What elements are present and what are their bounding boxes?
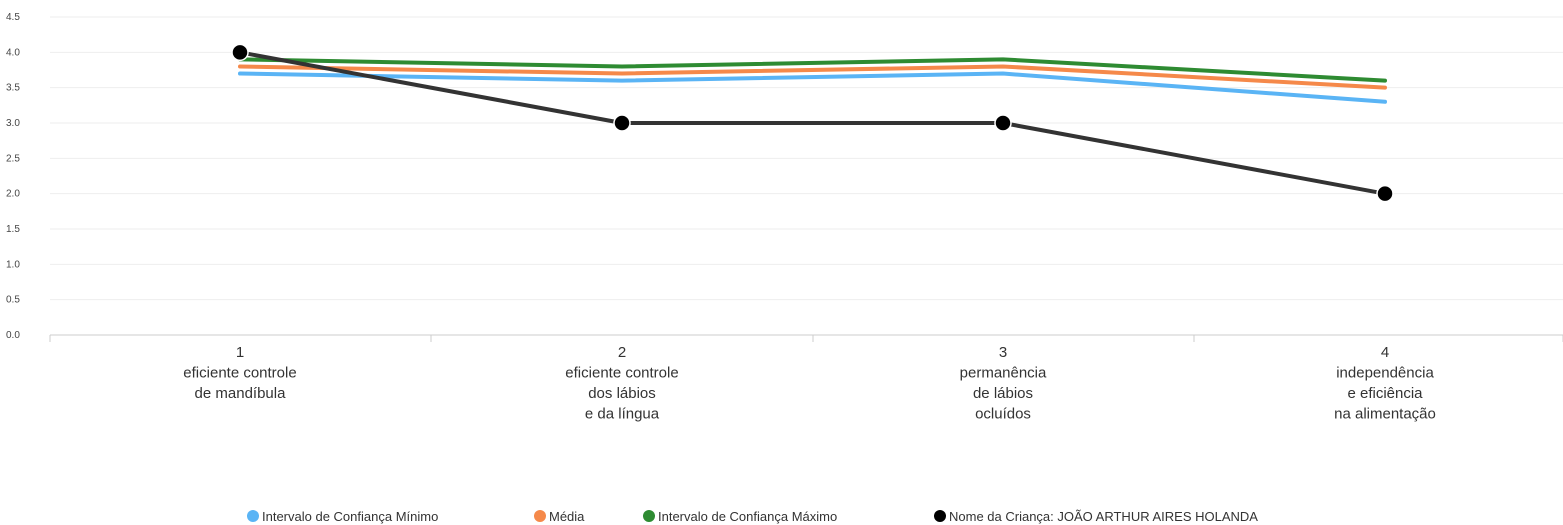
x-tick-label-line: de lábios (973, 385, 1033, 402)
y-tick-label: 1.0 (6, 259, 20, 270)
x-tick-label: 4 independência e eficiência na alimentação (1334, 344, 1436, 423)
series-point[interactable] (613, 114, 631, 132)
y-tick-label: 0.5 (6, 295, 20, 306)
x-tick-label-line: e eficiência (1347, 385, 1423, 402)
legend-marker[interactable] (934, 510, 946, 522)
y-tick-label: 3.0 (6, 118, 20, 129)
legend-label[interactable]: Média (549, 509, 585, 524)
y-axis: 0.0 0.5 1.0 1.5 2.0 2.5 3.0 3.5 4.0 4.5 (6, 12, 20, 341)
legend-marker[interactable] (247, 510, 259, 522)
x-axis: 1 eficiente controle de mandíbula 2 eficient… (49, 335, 1563, 423)
legend-marker[interactable] (534, 510, 546, 522)
grid-lines (50, 16, 1563, 336)
y-tick-label: 1.5 (6, 224, 20, 235)
series-point[interactable] (1376, 184, 1394, 203)
series-lines (231, 43, 1394, 203)
x-tick-label-line: independência (1336, 365, 1434, 382)
x-tick-label-line: eficiente controle (565, 365, 678, 382)
x-tick-label-line: de mandíbula (195, 385, 287, 402)
x-tick-label-line: e da língua (585, 406, 660, 423)
x-tick-label-line: na alimentação (1334, 406, 1436, 423)
x-tick-label-line: 2 (618, 344, 626, 361)
legend-label[interactable]: Nome da Criança: JOÃO ARTHUR AIRES HOLAN… (949, 509, 1258, 524)
x-tick-label-line: dos lábios (588, 385, 656, 402)
x-tick-label: 2 eficiente controle dos lábios e da língua (565, 344, 678, 423)
series-line-4 (238, 50, 1387, 196)
y-tick-label: 2.0 (6, 189, 20, 200)
series-line-2 (238, 64, 1387, 90)
series-line-1 (238, 71, 1387, 104)
y-tick-label: 2.5 (6, 153, 20, 164)
legend: Intervalo de Confiança Mínimo Média Interv… (247, 509, 1258, 524)
y-tick-label: 4.5 (6, 12, 20, 23)
y-tick-label: 3.5 (6, 83, 20, 94)
x-tick-label-line: 1 (236, 344, 244, 361)
legend-label[interactable]: Intervalo de Confiança Máximo (658, 509, 837, 524)
series-point[interactable] (231, 43, 249, 62)
series-point[interactable] (994, 114, 1012, 132)
legend-marker[interactable] (643, 510, 655, 522)
x-tick-label: 1 eficiente controle de mandíbula (183, 344, 296, 402)
series-line-3 (238, 57, 1387, 83)
x-tick-label: 3 permanência de lábios ocluídos (960, 344, 1047, 423)
y-tick-label: 4.0 (6, 47, 20, 58)
x-tick-label-line: 3 (999, 344, 1007, 361)
x-tick-label-line: ocluídos (975, 406, 1031, 423)
x-tick-label-line: permanência (960, 365, 1047, 382)
legend-label[interactable]: Intervalo de Confiança Mínimo (262, 509, 438, 524)
x-tick-label-line: eficiente controle (183, 365, 296, 382)
x-tick-label-line: 4 (1381, 344, 1389, 361)
y-tick-label: 0.0 (6, 330, 20, 341)
